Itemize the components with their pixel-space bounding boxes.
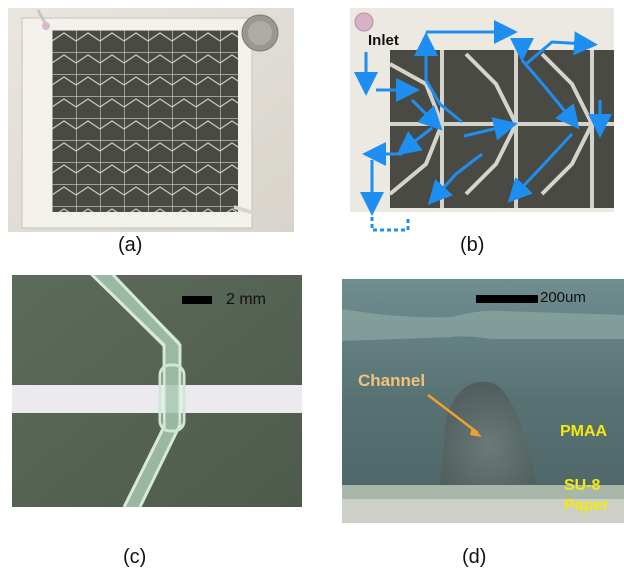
paper-label: Paper: [564, 497, 609, 514]
panel-c-photo: 2 mm: [12, 275, 302, 507]
cross-section-photo: [342, 279, 624, 523]
panel-b-photo: Inlet: [346, 4, 614, 232]
panel-a-photo: [8, 8, 294, 232]
channel-label: Channel: [358, 371, 426, 390]
panel-d-photo: 200um Channel PMAA SU-8 Paper: [342, 279, 624, 523]
caption-b: (b): [460, 234, 485, 256]
device-photo-b: [346, 4, 614, 232]
scale-label-c: 2 mm: [226, 291, 266, 308]
caption-a: (a): [118, 234, 143, 256]
scale-label-d: 200um: [540, 289, 586, 306]
pmaa-label: PMAA: [560, 423, 608, 440]
su8-label: SU-8: [564, 477, 601, 494]
inlet-label: Inlet: [368, 32, 399, 49]
caption-c: (c): [123, 546, 147, 568]
device-photo-a: [8, 8, 294, 232]
caption-d: (d): [462, 546, 487, 568]
channel-closeup-photo: [12, 275, 302, 507]
